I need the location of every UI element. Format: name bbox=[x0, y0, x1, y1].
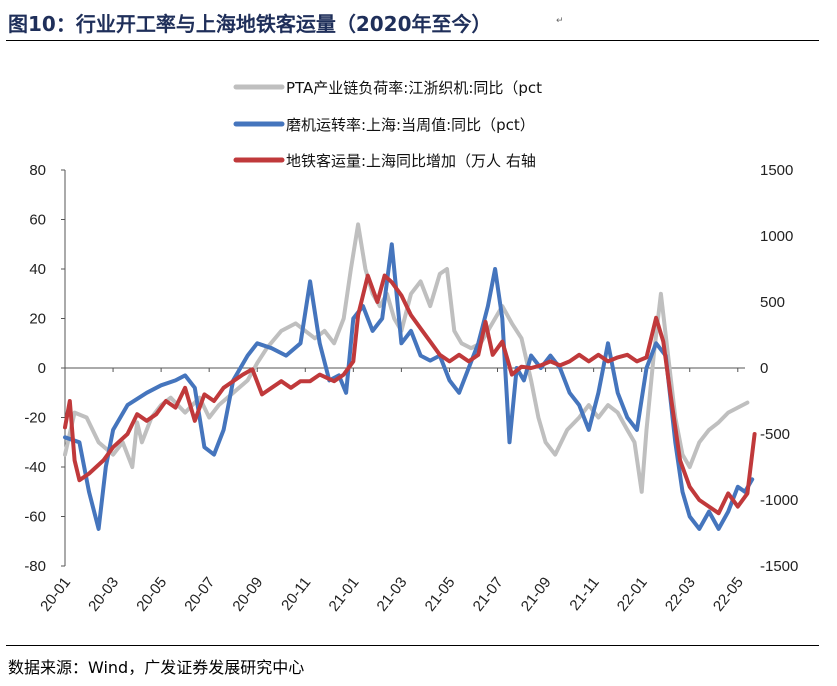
x-tick-label: 20-05 bbox=[133, 574, 170, 615]
x-tick-label: 20-09 bbox=[229, 574, 266, 615]
x-tick-label: 21-09 bbox=[518, 574, 555, 615]
x-tick-label: 21-03 bbox=[374, 574, 411, 615]
y-left-tick-label: 60 bbox=[29, 212, 46, 229]
chart-axes: 80 60 40 20 0 -20 -40 -60 -80 1500 1000 500 0 -500 -10… bbox=[24, 162, 798, 615]
x-tick-label: 20-01 bbox=[37, 574, 74, 615]
series-metro-line bbox=[63, 273, 757, 516]
y-left-tick-label: 80 bbox=[29, 162, 46, 179]
x-tick-label: 21-05 bbox=[422, 574, 459, 615]
legend-label-1: PTA产业链负荷率:江浙织机:同比（pct bbox=[286, 79, 542, 97]
x-tick-label: 20-07 bbox=[181, 574, 218, 615]
x-tick-label: 21-11 bbox=[566, 574, 602, 614]
y-right-tick-label: 1000 bbox=[760, 228, 793, 245]
y-left-tick-label: 40 bbox=[29, 261, 46, 278]
y-left-tick-label: 0 bbox=[38, 360, 46, 377]
x-tick-label: 20-11 bbox=[278, 574, 314, 614]
x-tick-label: 22-03 bbox=[662, 574, 699, 615]
bottom-rule bbox=[6, 645, 819, 646]
legend-label-3: 地铁客运量:上海同比增加（万人 右轴 bbox=[286, 152, 536, 170]
y-left-tick-label: -80 bbox=[24, 558, 46, 575]
y-right-tick-label: 1500 bbox=[760, 162, 793, 179]
y-right-tick-label: -1500 bbox=[760, 558, 798, 575]
x-tick-label: 22-01 bbox=[614, 574, 651, 615]
y-right-tick-label: -500 bbox=[760, 426, 790, 443]
y-right-tick-label: 0 bbox=[760, 360, 768, 377]
chart-legend: PTA产业链负荷率:江浙织机:同比（pct 磨机运转率:上海:当周值:同比（pct… bbox=[233, 79, 542, 170]
y-left-tick-label: -60 bbox=[24, 509, 46, 526]
chart-title: 图10：行业开工率与上海地铁客运量（2020年至今） bbox=[8, 12, 492, 36]
x-tick-label: 22-05 bbox=[710, 574, 747, 615]
x-tick-label: 21-07 bbox=[470, 574, 507, 615]
x-tick-label: 20-03 bbox=[85, 574, 122, 615]
chart-series bbox=[63, 222, 757, 531]
paragraph-mark: ↵ bbox=[556, 16, 564, 26]
y-left-tick-label: -20 bbox=[24, 410, 46, 427]
source-note: 数据来源：Wind，广发证券发展研究中心 bbox=[8, 658, 305, 677]
y-left-tick-label: 20 bbox=[29, 311, 46, 328]
y-left-tick-label: -40 bbox=[24, 459, 46, 476]
y-right-tick-label: -1000 bbox=[760, 492, 798, 509]
y-right-tick-label: 500 bbox=[760, 294, 785, 311]
legend-label-2: 磨机运转率:上海:当周值:同比（pct） bbox=[286, 116, 535, 134]
top-rule bbox=[6, 40, 819, 41]
x-tick-label: 21-01 bbox=[325, 574, 362, 615]
